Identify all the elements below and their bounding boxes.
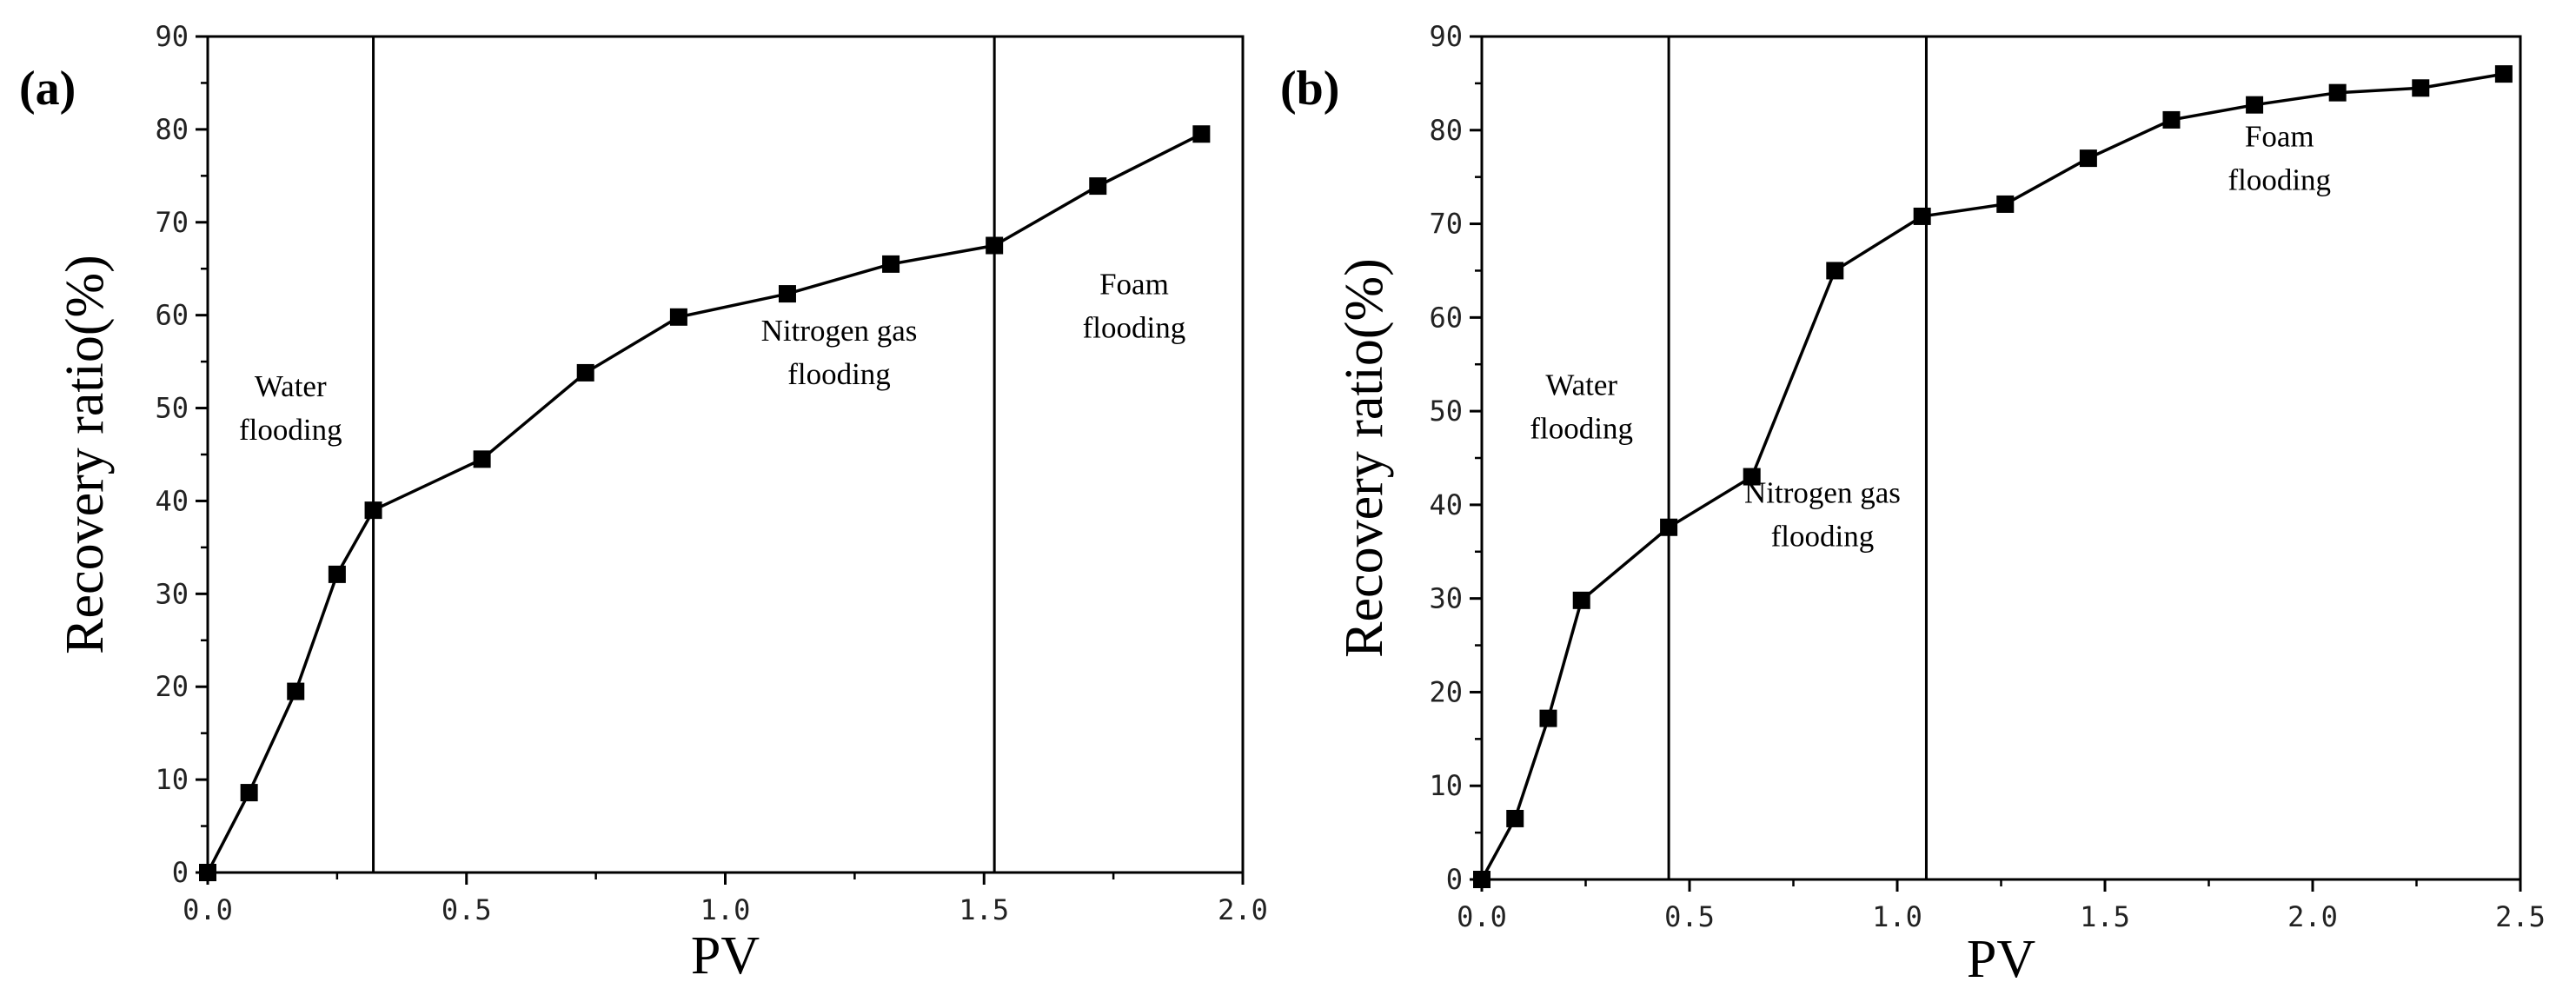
region-label-b: flooding xyxy=(1771,519,1875,553)
y-axis-title-a: Recovery ratio(%) xyxy=(56,255,115,654)
x-tick-label-a: 1.0 xyxy=(700,893,751,926)
y-tick-label-a: 60 xyxy=(155,299,189,332)
region-label-a: Nitrogen gas xyxy=(761,314,918,348)
y-tick-label-b: 90 xyxy=(1429,20,1463,53)
data-point-a xyxy=(669,308,687,326)
data-point-a xyxy=(240,784,258,802)
y-tick-label-a: 30 xyxy=(155,577,189,610)
x-tick-label-b: 1.5 xyxy=(2080,900,2130,933)
data-point-a xyxy=(986,236,1004,255)
x-axis-title-b: PV xyxy=(1967,930,2035,989)
plot-frame-b xyxy=(1480,35,2522,881)
y-tick-label-b: 70 xyxy=(1429,208,1463,241)
series-line-a xyxy=(206,132,1203,873)
data-point-a xyxy=(778,285,796,303)
data-point-b xyxy=(1539,709,1557,727)
series-line-b xyxy=(1480,72,2505,880)
y-tick-label-a: 20 xyxy=(155,670,189,703)
data-point-b xyxy=(1506,809,1524,827)
data-point-a xyxy=(199,864,216,881)
data-point-b xyxy=(2494,65,2513,83)
data-point-b xyxy=(2162,110,2181,129)
region-label-a: flooding xyxy=(239,413,342,447)
region-label-a: flooding xyxy=(1083,311,1186,345)
data-point-a xyxy=(364,501,382,520)
y-tick-label-b: 30 xyxy=(1429,582,1463,615)
data-point-b xyxy=(1743,468,1761,486)
region-label-b: Nitrogen gas xyxy=(1744,475,1901,509)
y-axis-title-b: Recovery ratio(%) xyxy=(1335,258,1394,658)
chart-a-svg: 0 10 20 30 40 50 60 70 80 90 0.0 0.5 1.0 1.5 2.0 Water f… xyxy=(19,20,1268,985)
data-point-b xyxy=(2079,149,2097,168)
x-tick-label-a: 2.0 xyxy=(1218,893,1268,926)
y-tick-label-a: 50 xyxy=(155,392,189,425)
y-tick-label-a: 10 xyxy=(155,763,189,796)
data-point-b xyxy=(1996,195,2015,213)
panel-label-b: (b) xyxy=(1280,62,1339,116)
y-tick-label-a: 0 xyxy=(172,856,189,889)
y-tick-label-a: 90 xyxy=(155,20,189,53)
data-point-a xyxy=(328,565,346,583)
x-tick-label-a: 0.0 xyxy=(183,893,233,926)
data-point-b xyxy=(1572,591,1590,609)
data-point-a xyxy=(882,255,900,273)
data-point-a xyxy=(473,450,491,468)
region-label-a: flooding xyxy=(787,357,891,391)
chart-panel-b: 0 10 20 30 40 50 60 70 80 90 0.0 0.5 1.0 1.5 2.0 2.5 Wat… xyxy=(1278,0,2576,998)
plot-frame-a xyxy=(206,35,1245,874)
x-axis-title-a: PV xyxy=(691,926,760,985)
region-label-b: Water xyxy=(1545,368,1617,401)
data-point-a xyxy=(576,363,594,382)
x-tick-label-b: 0.5 xyxy=(1664,900,1715,933)
data-point-b xyxy=(2412,79,2430,97)
x-tick-label-b: 1.0 xyxy=(1872,900,1922,933)
region-label-b: flooding xyxy=(2227,163,2331,197)
region-label-a: Water xyxy=(255,369,327,403)
y-tick-label-b: 60 xyxy=(1429,301,1463,334)
region-label-a: Foam xyxy=(1099,268,1169,302)
y-tick-label-b: 80 xyxy=(1429,114,1463,147)
region-label-b: flooding xyxy=(1530,411,1633,445)
y-tick-label-b: 20 xyxy=(1429,675,1463,708)
y-tick-label-a: 80 xyxy=(155,113,189,146)
y-tick-label-b: 10 xyxy=(1429,769,1463,802)
x-tick-label-a: 1.5 xyxy=(959,893,1009,926)
data-point-b xyxy=(2328,83,2347,102)
y-tick-label-b: 0 xyxy=(1446,863,1463,896)
data-point-a xyxy=(287,682,305,700)
y-tick-label-b: 50 xyxy=(1429,395,1463,428)
x-tick-label-a: 0.5 xyxy=(442,893,492,926)
data-point-b xyxy=(1660,518,1678,536)
chart-b-svg: 0 10 20 30 40 50 60 70 80 90 0.0 0.5 1.0 1.5 2.0 2.5 Wat… xyxy=(1280,20,2546,989)
y-tick-label-b: 40 xyxy=(1429,488,1463,521)
data-point-b xyxy=(1913,207,1931,225)
x-tick-label-b: 2.0 xyxy=(2287,900,2338,933)
y-tick-label-a: 70 xyxy=(155,206,189,239)
region-label-b: Foam xyxy=(2245,120,2314,154)
chart-panel-a: 0 10 20 30 40 50 60 70 80 90 0.0 0.5 1.0 1.5 2.0 Water f… xyxy=(0,0,1278,998)
data-point-a xyxy=(1192,125,1211,143)
data-point-b xyxy=(1473,871,1490,888)
data-point-b xyxy=(1826,262,1844,280)
panel-label-a: (a) xyxy=(19,62,76,116)
x-tick-label-b: 0.0 xyxy=(1457,900,1507,933)
x-tick-label-b: 2.5 xyxy=(2495,900,2546,933)
data-point-a xyxy=(1089,177,1107,196)
y-tick-label-a: 40 xyxy=(155,484,189,517)
data-point-b xyxy=(2246,96,2264,114)
